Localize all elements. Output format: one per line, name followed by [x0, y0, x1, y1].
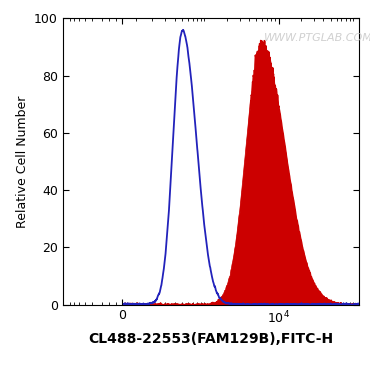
X-axis label: CL488-22553(FAM129B),FITC-H: CL488-22553(FAM129B),FITC-H — [88, 332, 333, 346]
Y-axis label: Relative Cell Number: Relative Cell Number — [16, 95, 28, 228]
Text: WWW.PTGLAB.COM: WWW.PTGLAB.COM — [264, 33, 370, 43]
